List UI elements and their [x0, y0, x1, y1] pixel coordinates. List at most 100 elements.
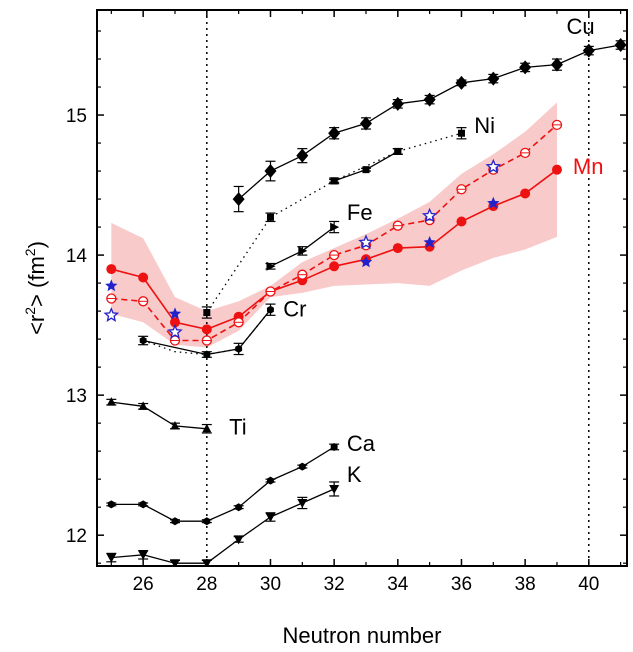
data-point — [232, 192, 245, 207]
y-axis-label-sup: 2 — [22, 248, 38, 256]
data-point — [138, 401, 148, 410]
data-point — [105, 279, 118, 292]
data-point — [330, 222, 340, 232]
series-line — [111, 124, 558, 342]
data-point — [358, 234, 374, 250]
series-label: Ca — [347, 431, 376, 456]
x-tick-label: 34 — [387, 574, 409, 595]
x-tick-label: 32 — [324, 574, 345, 595]
data-point — [329, 261, 340, 272]
data-point — [167, 323, 183, 339]
data-point — [233, 535, 244, 545]
data-point — [103, 307, 120, 322]
data-point — [456, 216, 467, 227]
data-point — [265, 512, 276, 522]
data-point — [170, 420, 180, 430]
data-point — [359, 116, 372, 131]
data-point — [457, 129, 465, 137]
y-axis-label: <r2> (fm2) — [22, 241, 49, 335]
x-tick-label: 26 — [133, 574, 154, 595]
data-point — [394, 147, 402, 155]
series-line — [111, 446, 335, 522]
data-point — [203, 309, 211, 317]
x-axis-ticks: 26 28 30 32 34 36 38 40 — [110, 10, 622, 595]
data-point — [359, 255, 373, 268]
x-tick-label: 38 — [515, 574, 536, 595]
data-point — [329, 484, 340, 494]
data-point — [487, 196, 500, 209]
y-axis-label-part: <r — [24, 315, 49, 335]
series-line — [238, 44, 621, 200]
y-tick-label: 15 — [66, 106, 87, 127]
markers — [103, 38, 627, 566]
y-axis-ticks: 12 13 14 15 — [66, 30, 627, 564]
data-point — [423, 92, 436, 107]
data-point — [296, 148, 309, 163]
data-point — [106, 553, 117, 563]
data-point — [330, 443, 338, 451]
data-point — [267, 305, 274, 314]
data-point — [266, 261, 276, 271]
x-tick-label: 28 — [196, 574, 217, 595]
data-point — [106, 264, 117, 275]
data-point — [485, 158, 502, 174]
data-point — [362, 166, 370, 174]
data-point — [168, 307, 182, 320]
series-label: Cr — [283, 297, 306, 322]
data-point — [203, 517, 211, 526]
series-labels: Cu Ni Mn Fe Cr Ti Ca K — [229, 14, 603, 487]
data-point — [235, 503, 243, 512]
y-axis-label-part: ) — [24, 241, 49, 248]
data-point — [392, 243, 403, 254]
data-point — [614, 38, 627, 53]
data-point — [582, 43, 595, 58]
x-tick-label: 30 — [260, 574, 281, 595]
data-point — [106, 397, 116, 406]
series-label: Fe — [347, 200, 373, 225]
y-tick-label: 13 — [66, 386, 87, 407]
y-tick-label: 12 — [66, 526, 87, 547]
series-label: K — [347, 462, 362, 487]
series-label: Cu — [567, 14, 595, 39]
x-tick-label: 36 — [451, 574, 472, 595]
data-point — [264, 164, 277, 179]
data-point — [297, 498, 308, 508]
series-line — [111, 401, 207, 430]
data-point — [330, 177, 338, 185]
data-point — [171, 517, 179, 526]
series-label: Ti — [229, 414, 247, 439]
data-point — [139, 336, 147, 345]
data-point — [455, 75, 468, 90]
y-axis-label-part: > (fm — [24, 256, 49, 307]
data-point — [267, 476, 274, 485]
x-axis-label: Neutron number — [283, 623, 442, 648]
data-point — [169, 317, 180, 328]
uncertainty-band-layer — [111, 102, 558, 348]
data-point — [138, 550, 149, 560]
data-point — [266, 213, 274, 221]
data-point — [203, 350, 211, 359]
data-point — [298, 462, 306, 471]
data-point — [487, 71, 500, 86]
series-line — [111, 488, 335, 564]
data-point — [107, 500, 115, 509]
data-point — [139, 500, 147, 509]
data-point — [138, 272, 149, 283]
data-point — [520, 188, 531, 199]
reference-lines — [206, 10, 590, 566]
data-point — [298, 246, 308, 256]
series-line — [143, 309, 272, 356]
series-label: Ni — [474, 113, 495, 138]
data-point — [550, 57, 563, 72]
data-point — [551, 164, 562, 175]
data-point — [201, 324, 212, 335]
y-tick-label: 14 — [66, 246, 88, 267]
plot-frame — [96, 9, 628, 567]
data-point — [235, 344, 243, 353]
data-point — [202, 423, 212, 433]
data-point — [423, 236, 436, 248]
data-point — [328, 126, 341, 141]
data-point — [421, 207, 438, 223]
series-line — [142, 309, 272, 356]
